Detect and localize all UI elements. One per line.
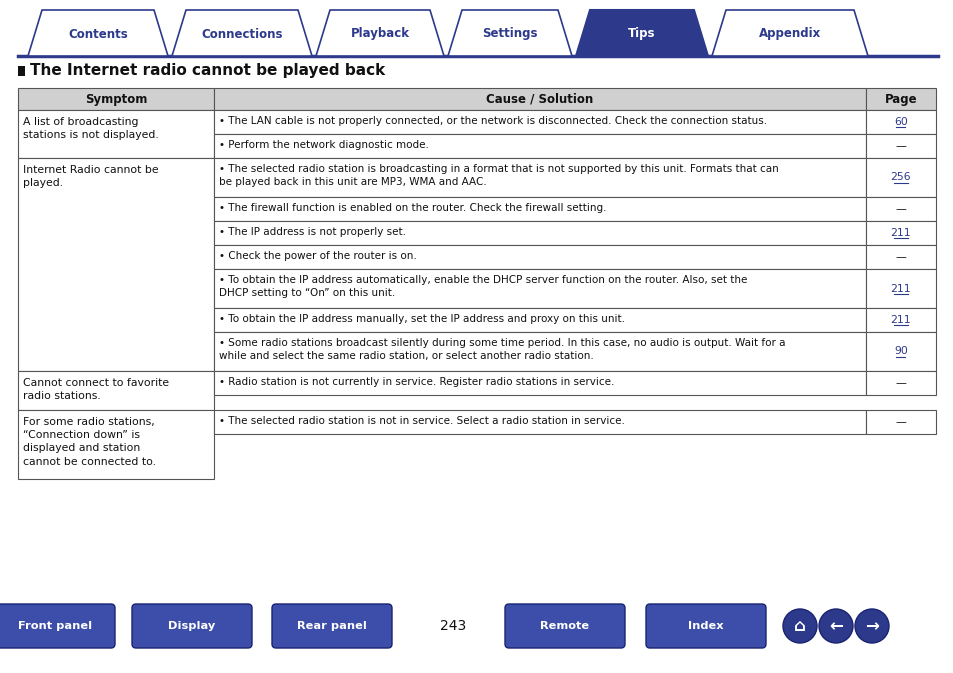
Text: Index: Index — [687, 621, 723, 631]
Text: For some radio stations,
“Connection down” is
displayed and station
cannot be co: For some radio stations, “Connection dow… — [23, 417, 156, 466]
Text: A list of broadcasting
stations is not displayed.: A list of broadcasting stations is not d… — [23, 117, 158, 140]
Text: • The firewall function is enabled on the router. Check the firewall setting.: • The firewall function is enabled on th… — [219, 203, 606, 213]
Text: • To obtain the IP address automatically, enable the DHCP server function on the: • To obtain the IP address automatically… — [219, 275, 746, 297]
FancyBboxPatch shape — [0, 604, 115, 648]
Text: 60: 60 — [893, 117, 907, 127]
Text: Display: Display — [168, 621, 215, 631]
Text: 243: 243 — [439, 619, 466, 633]
Polygon shape — [213, 308, 865, 332]
Text: 211: 211 — [890, 228, 910, 238]
Polygon shape — [865, 110, 935, 134]
Text: Internet Radio cannot be
played.: Internet Radio cannot be played. — [23, 165, 158, 188]
Polygon shape — [213, 410, 865, 434]
Polygon shape — [213, 245, 865, 269]
FancyBboxPatch shape — [132, 604, 252, 648]
FancyBboxPatch shape — [645, 604, 765, 648]
Text: Playback: Playback — [350, 28, 409, 40]
Polygon shape — [18, 410, 213, 479]
Polygon shape — [18, 371, 213, 410]
Polygon shape — [865, 158, 935, 197]
Text: • Check the power of the router is on.: • Check the power of the router is on. — [219, 251, 416, 261]
Polygon shape — [18, 158, 213, 371]
Text: —: — — [895, 252, 905, 262]
Polygon shape — [213, 158, 865, 197]
Polygon shape — [315, 10, 443, 56]
Text: ⌂: ⌂ — [793, 617, 805, 635]
Polygon shape — [865, 332, 935, 371]
Text: —: — — [895, 417, 905, 427]
Text: Connections: Connections — [201, 28, 282, 40]
Polygon shape — [18, 110, 213, 158]
Polygon shape — [213, 269, 865, 308]
Text: • The selected radio station is not in service. Select a radio station in servic: • The selected radio station is not in s… — [219, 416, 624, 426]
Text: ←: ← — [828, 617, 842, 635]
Polygon shape — [213, 221, 865, 245]
Polygon shape — [213, 134, 865, 158]
Polygon shape — [576, 10, 707, 56]
FancyBboxPatch shape — [504, 604, 624, 648]
Text: • Perform the network diagnostic mode.: • Perform the network diagnostic mode. — [219, 140, 429, 150]
Text: Front panel: Front panel — [18, 621, 92, 631]
Polygon shape — [213, 371, 865, 395]
Polygon shape — [865, 134, 935, 158]
Text: Page: Page — [883, 92, 917, 106]
Polygon shape — [172, 10, 312, 56]
Polygon shape — [865, 88, 935, 110]
Polygon shape — [865, 245, 935, 269]
Text: 211: 211 — [890, 315, 910, 325]
Polygon shape — [865, 221, 935, 245]
Text: 256: 256 — [890, 172, 910, 182]
Text: • The IP address is not properly set.: • The IP address is not properly set. — [219, 227, 406, 237]
Polygon shape — [28, 10, 168, 56]
Text: • The selected radio station is broadcasting in a format that is not supported b: • The selected radio station is broadcas… — [219, 164, 778, 187]
Text: Cause / Solution: Cause / Solution — [486, 92, 593, 106]
Polygon shape — [213, 88, 865, 110]
Text: Tips: Tips — [628, 28, 655, 40]
Polygon shape — [865, 308, 935, 332]
Polygon shape — [865, 269, 935, 308]
Text: —: — — [895, 141, 905, 151]
Circle shape — [818, 609, 852, 643]
Text: 211: 211 — [890, 283, 910, 293]
Polygon shape — [711, 10, 867, 56]
Polygon shape — [448, 10, 572, 56]
Text: Rear panel: Rear panel — [296, 621, 367, 631]
Text: The Internet radio cannot be played back: The Internet radio cannot be played back — [30, 63, 385, 79]
Polygon shape — [865, 371, 935, 395]
Circle shape — [854, 609, 888, 643]
Polygon shape — [865, 197, 935, 221]
Text: Appendix: Appendix — [758, 28, 821, 40]
Polygon shape — [18, 88, 213, 110]
Text: Settings: Settings — [482, 28, 537, 40]
Polygon shape — [213, 332, 865, 371]
Text: • Radio station is not currently in service. Register radio stations in service.: • Radio station is not currently in serv… — [219, 377, 614, 387]
Bar — [18, 66, 25, 76]
FancyBboxPatch shape — [272, 604, 392, 648]
Polygon shape — [865, 410, 935, 434]
Text: Symptom: Symptom — [85, 92, 147, 106]
Polygon shape — [213, 110, 865, 134]
Text: • Some radio stations broadcast silently during some time period. In this case, : • Some radio stations broadcast silently… — [219, 338, 784, 361]
Polygon shape — [213, 197, 865, 221]
Circle shape — [782, 609, 816, 643]
Text: • To obtain the IP address manually, set the IP address and proxy on this unit.: • To obtain the IP address manually, set… — [219, 314, 624, 324]
Text: 90: 90 — [893, 347, 907, 357]
Text: —: — — [895, 204, 905, 214]
Text: Cannot connect to favorite
radio stations.: Cannot connect to favorite radio station… — [23, 378, 169, 401]
Text: Remote: Remote — [539, 621, 589, 631]
Text: →: → — [864, 617, 878, 635]
Text: Contents: Contents — [68, 28, 128, 40]
Text: —: — — [895, 378, 905, 388]
Text: • The LAN cable is not properly connected, or the network is disconnected. Check: • The LAN cable is not properly connecte… — [219, 116, 766, 126]
